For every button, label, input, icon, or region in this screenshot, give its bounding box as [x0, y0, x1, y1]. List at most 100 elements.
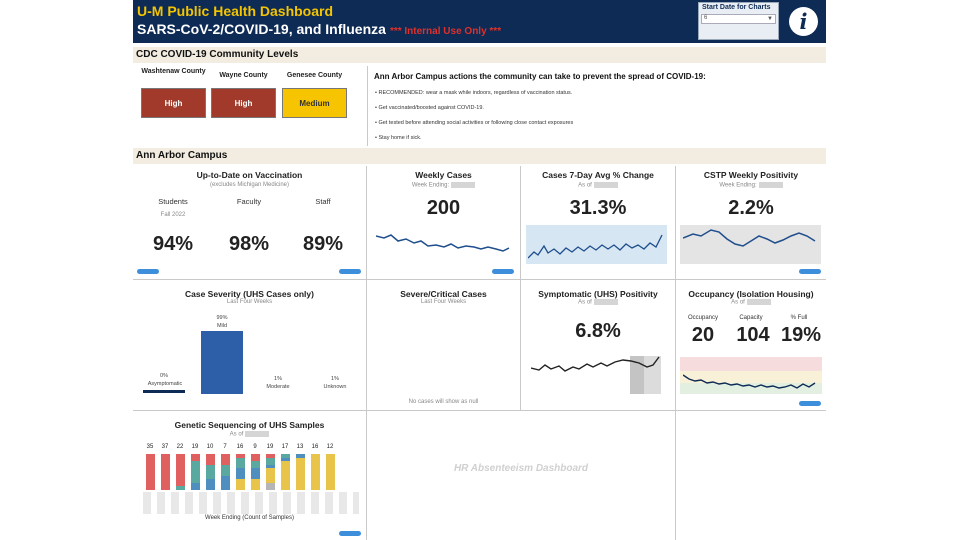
severe-title: Severe/Critical Cases — [400, 289, 487, 299]
genetic-bar-segment — [296, 454, 305, 458]
genetic-stacked-bar — [251, 454, 260, 490]
genetic-bar-segment — [161, 454, 170, 490]
level-badge-genesee: Medium — [282, 88, 347, 118]
redacted-date — [451, 182, 476, 188]
cases-change-chart-band — [526, 225, 667, 264]
symptomatic-subtitle: As of — [521, 299, 675, 306]
genetic-count-label: 22 — [176, 444, 184, 450]
county-name: Genesee County — [286, 72, 343, 79]
occupancy-band-high — [680, 357, 822, 371]
header-bar: U-M Public Health Dashboard SARS-CoV-2/C… — [133, 0, 826, 43]
genetic-bar-segment — [236, 479, 245, 490]
genetic-bar-segment — [266, 464, 275, 469]
info-icon[interactable]: i — [789, 7, 818, 36]
genetic-bar-segment — [281, 454, 290, 458]
severity-label-moderate: Moderate — [266, 384, 290, 390]
genetic-stacked-bar — [191, 454, 200, 490]
start-date-filter[interactable]: Start Date for Charts 6 ▼ — [698, 2, 779, 40]
severity-pct-unknown: 1% — [331, 376, 339, 382]
campus-section-header: Ann Arbor Campus — [133, 148, 826, 164]
level-badge-wayne: High — [211, 88, 276, 118]
symptomatic-sparkline — [531, 356, 660, 372]
capacity-value: 104 — [736, 324, 770, 346]
genetic-bar-segment — [191, 482, 200, 490]
genetic-bar-segment — [206, 454, 215, 465]
cases-change-sparkline — [528, 234, 663, 259]
start-date-dropdown[interactable]: 6 ▼ — [701, 14, 776, 24]
scroll-button[interactable] — [339, 269, 361, 274]
action-item: • Get tested before attending social act… — [375, 120, 574, 126]
divider — [675, 166, 676, 540]
divider — [366, 166, 367, 540]
genetic-stacked-bar — [311, 454, 320, 490]
genetic-count-label: 16 — [236, 444, 244, 450]
genetic-count-label: 37 — [161, 444, 169, 450]
cstp-title: CSTP Weekly Positivity — [703, 170, 799, 180]
county-name: Washtenaw County — [141, 68, 206, 75]
county-washtenaw: Washtenaw County — [141, 68, 206, 76]
genetic-bar-segment — [221, 454, 230, 465]
severity-bar-asymptomatic — [143, 390, 185, 393]
scroll-button[interactable] — [799, 269, 821, 274]
divider — [367, 66, 368, 146]
redacted-date — [593, 182, 618, 188]
genetic-bar-segment — [146, 454, 155, 490]
scroll-button[interactable] — [492, 269, 514, 274]
severity-pct-asymptomatic: 0% — [160, 373, 168, 379]
genetic-bar-segment — [311, 454, 320, 490]
occupancy-sparkline — [683, 374, 816, 389]
genetic-bar-segment — [221, 464, 230, 476]
occupancy-subtitle: As of — [676, 299, 826, 306]
vacc-value-faculty: 98% — [228, 233, 270, 255]
occupancy-band-low — [680, 383, 822, 394]
chevron-down-icon: ▼ — [767, 16, 773, 22]
genetic-bar-segment — [206, 479, 215, 490]
occupancy-title: Occupancy (Isolation Housing) — [688, 289, 814, 299]
genetic-bar-segment — [176, 454, 185, 487]
cstp-subtitle: Week Ending: — [676, 182, 826, 189]
genetic-count-label: 19 — [266, 444, 274, 450]
genetic-count-label: 7 — [223, 444, 227, 450]
vaccination-title: Up-to-Date on Vaccination — [196, 170, 303, 180]
genetic-bar-segment — [251, 468, 260, 480]
genetic-bar-segment — [191, 461, 200, 483]
occupancy-band-mid — [680, 371, 822, 383]
severity-label-asymptomatic: Asymptomatic — [147, 381, 183, 387]
weekly-cases-value: 200 — [426, 197, 461, 219]
county-wayne: Wayne County — [211, 72, 276, 80]
genetic-bar-segment — [191, 454, 200, 462]
genetic-count-label: 9 — [253, 444, 257, 450]
genetic-bar-segment — [236, 468, 245, 480]
genetic-bar-segment — [221, 475, 230, 490]
severity-bar-mild — [201, 331, 243, 394]
vacc-label-staff: Staff — [315, 197, 331, 206]
genetic-stacked-bar — [146, 454, 155, 490]
action-item: • Get vaccinated/boosted against COVID-1… — [375, 105, 484, 111]
genetic-xlabel: Week Ending (Count of Samples) — [205, 515, 294, 521]
capacity-label: Capacity — [739, 315, 763, 321]
genetic-bar-segment — [176, 486, 185, 490]
scroll-button[interactable] — [137, 269, 159, 274]
dashboard-title: U-M Public Health Dashboard — [137, 3, 334, 19]
genetic-bar-segment — [281, 457, 290, 462]
county-name: Wayne County — [219, 72, 268, 79]
scroll-button[interactable] — [799, 401, 821, 406]
weekly-cases-title: Weekly Cases — [415, 170, 472, 180]
vacc-value-staff: 89% — [302, 233, 344, 255]
symptomatic-shaded-region — [630, 356, 644, 394]
redacted-date — [245, 431, 270, 437]
symptomatic-shaded-region — [644, 356, 661, 394]
genetic-stacked-bar — [326, 454, 335, 490]
divider — [133, 279, 826, 280]
cases-change-subtitle: As of — [521, 182, 675, 189]
occupancy-label: Occupancy — [687, 315, 718, 321]
severity-title: Case Severity (UHS Cases only) — [185, 289, 314, 299]
genetic-count-label: 16 — [311, 444, 319, 450]
severe-null-note: No cases will show as null — [408, 399, 479, 405]
vacc-value-students: 94% — [152, 233, 194, 255]
hr-absenteeism-placeholder: HR Absenteeism Dashboard — [453, 463, 589, 474]
genetic-stacked-bar — [161, 454, 170, 490]
scroll-button[interactable] — [339, 531, 361, 536]
cstp-value: 2.2% — [728, 197, 774, 219]
weekly-cases-sparkline — [376, 234, 510, 252]
